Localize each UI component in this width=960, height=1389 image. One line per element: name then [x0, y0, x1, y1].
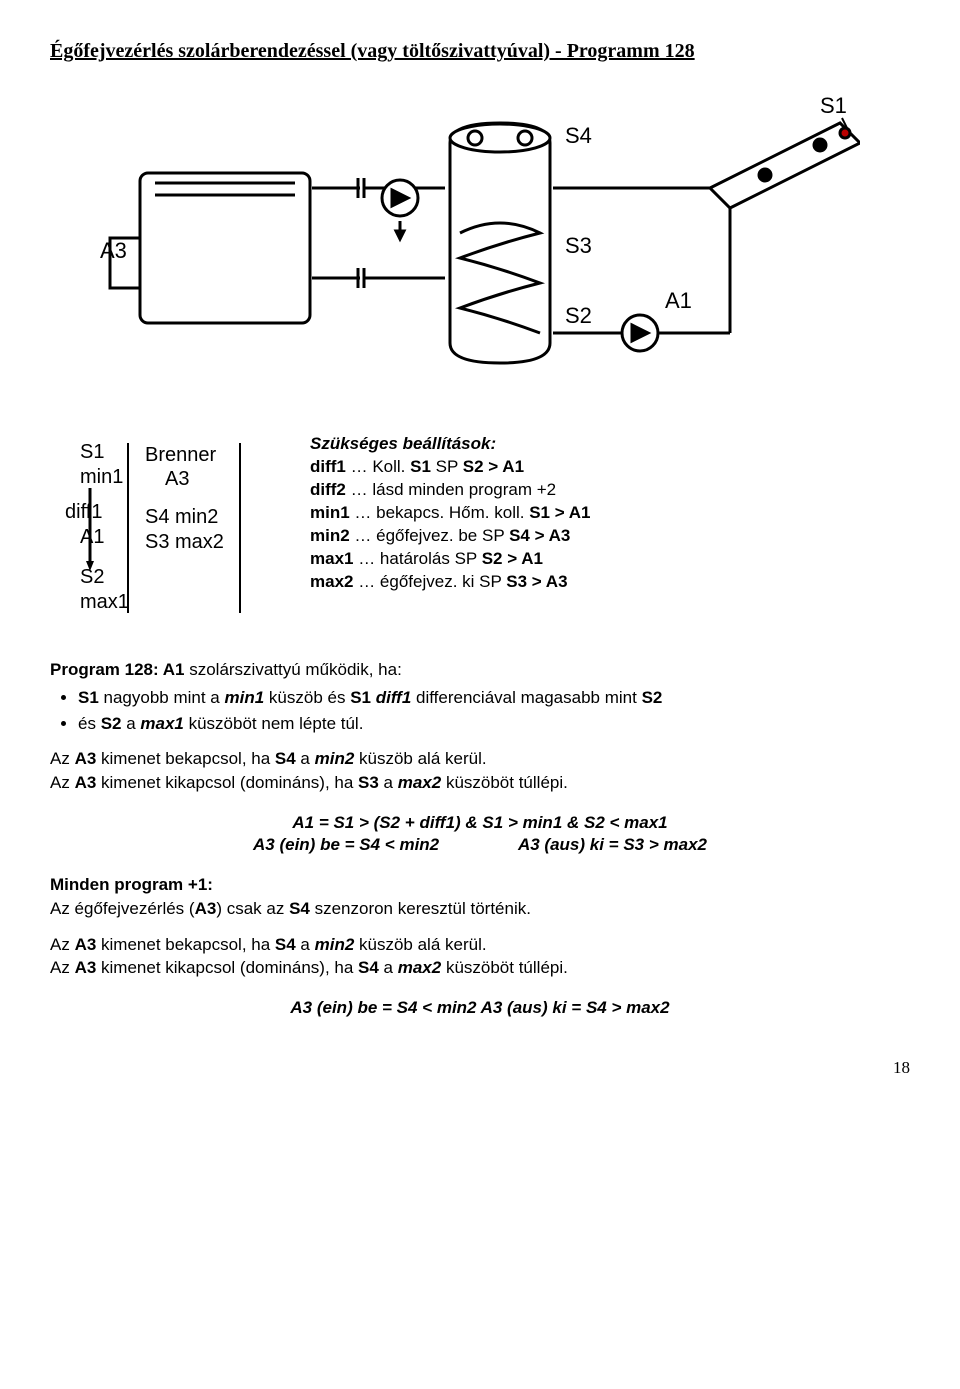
setting-line: diff1 … Koll. S1 SP S2 > A1 [310, 456, 910, 479]
schematic-svg: A3 S4 S3 S2 [100, 83, 860, 403]
formula-1: A1 = S1 > (S2 + diff1) & S1 > min1 & S2 … [50, 813, 910, 855]
setting-line: min1 … bekapcs. Hőm. koll. S1 > A1 [310, 502, 910, 525]
formula-2: A3 (ein) be = S4 < min2 A3 (aus) ki = S4… [50, 998, 910, 1018]
schematic-diagram: A3 S4 S3 S2 [50, 83, 910, 403]
setting-line: max1 … határolás SP S2 > A1 [310, 548, 910, 571]
setting-line: diff2 … lásd minden program +2 [310, 479, 910, 502]
svg-text:A3: A3 [165, 468, 189, 490]
bullet-item: S1 nagyobb mint a min1 küszöb és S1 diff… [78, 686, 910, 710]
svg-text:S3 max2: S3 max2 [145, 531, 224, 553]
svg-text:min1: min1 [80, 466, 123, 488]
setting-line: min2 … égőfejvez. be SP S4 > A3 [310, 525, 910, 548]
legend-svg: S1 min1 diff1 A1 S2 max1 Brenner A3 S4 m… [50, 433, 300, 623]
svg-text:S1: S1 [80, 441, 104, 463]
label-s3: S3 [565, 233, 592, 258]
label-a3: A3 [100, 238, 127, 263]
svg-text:diff1: diff1 [65, 501, 102, 523]
a3-block-1: Az A3 kimenet bekapcsol, ha S4 a min2 kü… [50, 747, 910, 795]
program-description: Program 128: A1 szolárszivattyú működik,… [50, 658, 910, 735]
svg-text:max1: max1 [80, 591, 129, 613]
settings-block: Szükséges beállítások: diff1 … Koll. S1 … [310, 433, 910, 594]
svg-text:Brenner: Brenner [145, 444, 216, 466]
svg-text:S2: S2 [80, 566, 104, 588]
page-title: Égőfejvezérlés szolárberendezéssel (vagy… [50, 40, 910, 63]
label-s1: S1 [820, 93, 847, 118]
settings-row: S1 min1 diff1 A1 S2 max1 Brenner A3 S4 m… [50, 433, 910, 628]
settings-header: Szükséges beállítások: [310, 433, 910, 456]
label-a1: A1 [665, 288, 692, 313]
a3-block-2: Az A3 kimenet bekapcsol, ha S4 a min2 kü… [50, 933, 910, 981]
setting-line: max2 … égőfejvez. ki SP S3 > A3 [310, 571, 910, 594]
svg-text:S4 min2: S4 min2 [145, 506, 218, 528]
plus1-block: Minden program +1: Az égőfejvezérlés (A3… [50, 873, 910, 921]
svg-text:A1: A1 [80, 526, 104, 548]
page-number: 18 [50, 1058, 910, 1078]
label-s2: S2 [565, 303, 592, 328]
bullet-item: és S2 a max1 küszöböt nem lépte túl. [78, 712, 910, 736]
label-s4: S4 [565, 123, 592, 148]
